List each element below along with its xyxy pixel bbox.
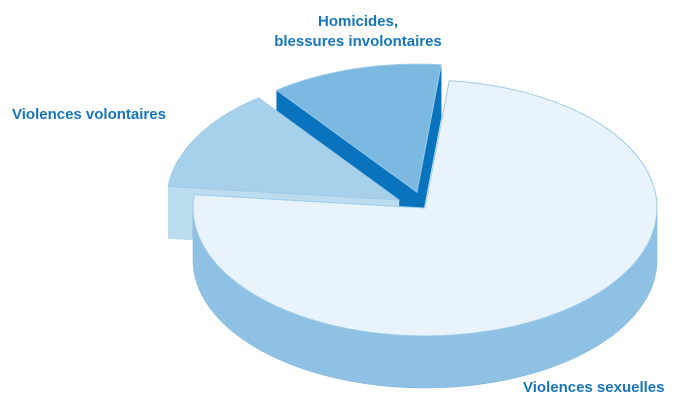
slice-label-homicides: Homicides, blessures involontaires bbox=[248, 12, 468, 52]
slice-label-violences-sexuelles: Violences sexuelles bbox=[523, 378, 664, 398]
pie-slice bbox=[275, 63, 442, 193]
slice-label-line: blessures involontaires bbox=[274, 33, 442, 50]
slice-label-line: Violences volontaires bbox=[12, 106, 166, 123]
slice-label-line: Violences sexuelles bbox=[523, 379, 665, 396]
pie-slice bbox=[192, 80, 658, 337]
slice-label-line: Homicides, bbox=[317, 13, 399, 30]
slice-label-violences-volontaires: Violences volontaires bbox=[12, 105, 166, 125]
pie-slice bbox=[167, 97, 401, 201]
